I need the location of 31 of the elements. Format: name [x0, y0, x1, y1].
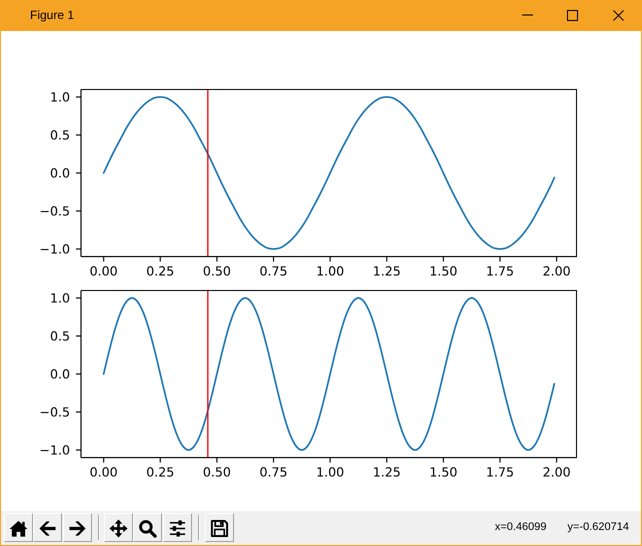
x-tick-label: 1.75	[486, 264, 514, 279]
x-tick-label: 1.00	[316, 464, 344, 480]
y-tick-label: 0.0	[50, 165, 70, 180]
x-tick-label: 1.00	[316, 264, 344, 279]
x-tick-label: 1.50	[429, 264, 458, 279]
x-tick-label: 0.75	[259, 464, 288, 480]
caption: Figure 1	[30, 8, 74, 23]
y-tick-label: −0.5	[39, 203, 70, 218]
y-tick-label: 0.0	[50, 366, 70, 382]
x-tick-label: 1.25	[372, 464, 401, 480]
y-tick-label: 1.0	[50, 89, 70, 104]
x-tick-label: 2.00	[542, 264, 571, 279]
x-tick-label: 0.50	[202, 264, 231, 279]
x-tick-label: 0.25	[146, 464, 174, 480]
x-tick-label: 0.00	[90, 464, 118, 480]
x-tick-label: 0.50	[202, 464, 231, 480]
x-tick-label: 1.50	[429, 464, 458, 480]
y-tick-label: −1.0	[39, 442, 70, 458]
x-tick-label: 0.75	[259, 264, 288, 279]
x-tick-label: 1.25	[372, 264, 401, 279]
x-tick-label: 0.25	[146, 264, 174, 279]
text: y=-0.620714	[568, 520, 629, 534]
x-tick-label: 1.75	[486, 464, 514, 480]
y-tick-label: 1.0	[50, 290, 70, 306]
x-tick-label: 2.00	[542, 464, 571, 480]
y-tick-label: 0.5	[50, 127, 70, 142]
y-tick-label: −1.0	[39, 241, 70, 256]
y-tick-label: −0.5	[39, 404, 70, 420]
text: x=0.46099	[494, 520, 547, 534]
y-tick-label: 0.5	[50, 328, 70, 344]
x-tick-label: 0.00	[90, 264, 118, 279]
